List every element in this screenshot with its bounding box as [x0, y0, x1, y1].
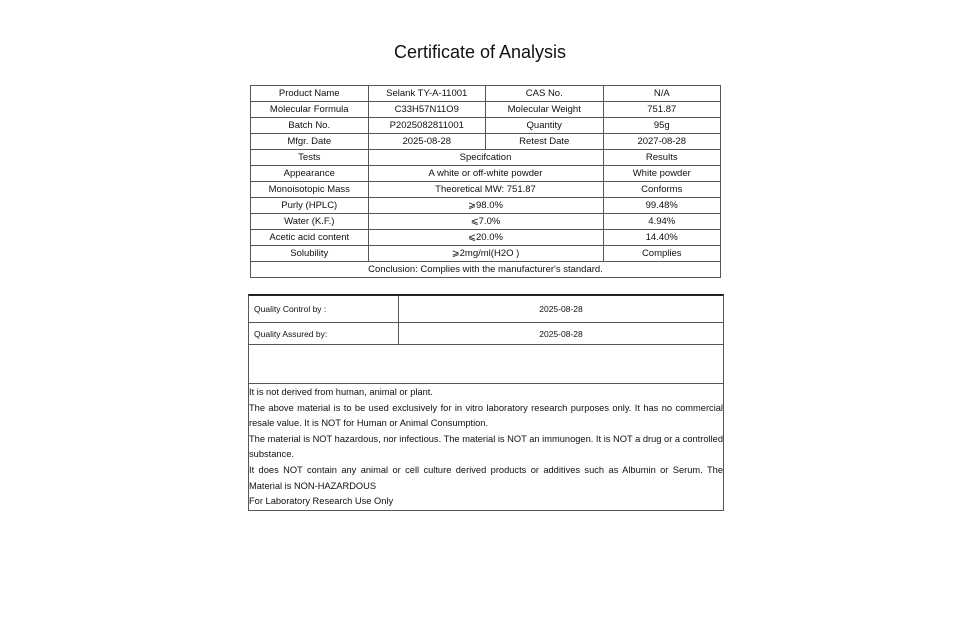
quality-section: Quality Control by : 2025-08-28 Quality …	[248, 294, 724, 511]
info-value: Selank TY-A-11001	[367, 85, 486, 102]
notes: It is not derived from human, animal or …	[249, 384, 723, 510]
quality-control-label: Quality Control by :	[249, 296, 399, 322]
test-result: Complies	[602, 245, 721, 262]
info-value: 2025-08-28	[367, 133, 486, 150]
note: For Laboratory Research Use Only	[249, 496, 394, 507]
info-label: Product Name	[250, 85, 369, 102]
test-specification: ⩾2mg/ml(H2O )	[367, 245, 604, 262]
info-value: P2025082811001	[367, 117, 486, 134]
info-value: 751.87	[602, 101, 721, 118]
specification-table: Product Name Selank TY-A-11001 CAS No. N/A M…	[250, 85, 721, 278]
quality-assured-date: 2025-08-28	[539, 328, 583, 339]
info-row: Molecular Formula C33H57N11O9 Molecular We…	[250, 101, 721, 118]
test-specification: ⩽20.0%	[367, 229, 604, 246]
test-name: Water (K.F.)	[250, 213, 369, 230]
test-name: Acetic acid content	[250, 229, 369, 246]
test-specification: Theoretical MW: 751.87	[367, 181, 604, 198]
test-row: Purly (HPLC) ⩾98.0% 99.48%	[250, 197, 721, 214]
note: It does NOT contain any animal or cell c…	[249, 464, 723, 491]
info-label: CAS No.	[485, 85, 604, 102]
info-value: 2027-08-28	[602, 133, 721, 150]
test-name: Solubility	[250, 245, 369, 262]
test-result: White powder	[602, 165, 721, 182]
test-row: Acetic acid content ⩽20.0% 14.40%	[250, 229, 721, 246]
info-value: C33H57N11O9	[367, 101, 486, 118]
test-name: Appearance	[250, 165, 369, 182]
test-result: 14.40%	[602, 229, 721, 246]
header-results: Results	[602, 149, 721, 166]
quality-control-row: Quality Control by : 2025-08-28	[249, 296, 723, 323]
test-row: Water (K.F.) ⩽7.0% 4.94%	[250, 213, 721, 230]
info-row: Batch No. P2025082811001 Quantity 95g	[250, 117, 721, 134]
conclusion-row: Conclusion: Complies with the manufactur…	[250, 261, 721, 278]
info-value: 95g	[602, 117, 721, 134]
info-row: Product Name Selank TY-A-11001 CAS No. N/A	[250, 85, 721, 102]
test-row: Monoisotopic Mass Theoretical MW: 751.87 C…	[250, 181, 721, 198]
info-label: Molecular Weight	[485, 101, 604, 118]
test-result: Conforms	[602, 181, 721, 198]
note: The above material is to be used exclusi…	[249, 402, 723, 429]
quality-assured-label: Quality Assured by:	[249, 323, 399, 344]
test-specification: ⩾98.0%	[367, 197, 604, 214]
info-label: Batch No.	[250, 117, 369, 134]
tests-header-row: Tests Specifcation Results	[250, 149, 721, 166]
info-label: Quantity	[485, 117, 604, 134]
info-row: Mfgr. Date 2025-08-28 Retest Date 2027-08-2…	[250, 133, 721, 150]
test-result: 4.94%	[602, 213, 721, 230]
signature-area	[249, 345, 723, 384]
test-name: Purly (HPLC)	[250, 197, 369, 214]
test-specification: ⩽7.0%	[367, 213, 604, 230]
info-label: Retest Date	[485, 133, 604, 150]
test-row: Solubility ⩾2mg/ml(H2O ) Complies	[250, 245, 721, 262]
header-specification: Specifcation	[367, 149, 604, 166]
test-result: 99.48%	[602, 197, 721, 214]
test-specification: A white or off-white powder	[367, 165, 604, 182]
info-label: Mfgr. Date	[250, 133, 369, 150]
test-row: Appearance A white or off-white powder Whi…	[250, 165, 721, 182]
note: The material is NOT hazardous, nor infec…	[249, 433, 723, 460]
note: It is not derived from human, animal or …	[249, 387, 433, 397]
header-tests: Tests	[250, 149, 369, 166]
info-label: Molecular Formula	[250, 101, 369, 118]
quality-control-date: 2025-08-28	[539, 304, 583, 314]
test-name: Monoisotopic Mass	[250, 181, 369, 198]
quality-assured-row: Quality Assured by: 2025-08-28	[249, 323, 723, 345]
page-title: Certificate of Analysis	[393, 42, 567, 62]
info-value: N/A	[602, 85, 721, 102]
conclusion: Conclusion: Complies with the manufactur…	[250, 261, 721, 278]
